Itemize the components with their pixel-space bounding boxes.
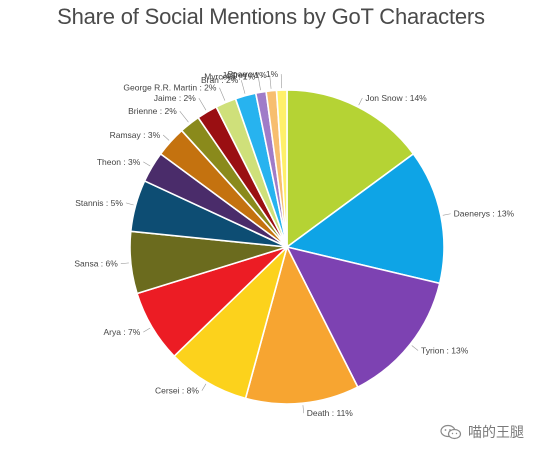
label-leader-line [198,97,207,111]
watermark: 喵的王腿 [440,422,524,442]
label-leader-line [143,327,151,333]
slice-label: Ramsay : 3% [110,130,161,140]
wechat-icon [440,424,462,440]
slice-label: Bran : 2% [201,75,239,85]
slice-label: Brienne : 2% [128,106,177,116]
slice-label: Arya : 7% [103,327,140,337]
slice-label: Stannis : 5% [75,198,123,208]
label-leader-line [257,76,261,91]
label-leader-line [241,80,246,94]
label-leader-line [143,161,151,167]
watermark-text: 喵的王腿 [468,425,524,441]
label-leader-line [120,262,129,265]
slice-label: Sansa : 6% [74,259,118,269]
slice-label: Cersei : 8% [155,386,199,396]
slice-label: Daenerys : 13% [454,209,515,219]
label-leader-line [125,202,134,206]
pie-slice-jon-snow [286,89,415,249]
slice-label: Joffrey : 1% [222,70,267,80]
slice-label: Jon Snow : 14% [365,93,427,103]
slice-label: Myrcella : 1% [204,71,255,81]
pie-slice-tyrion [285,245,441,389]
label-leader-line [219,87,226,101]
slice-label: Sparrow : 1% [227,69,278,79]
pie-slice-daenerys [285,152,445,285]
slice-label: Tyrion : 13% [421,345,469,355]
pie-slice-sparrow [275,89,288,248]
label-leader-line [302,405,305,414]
pie-slice-death [244,244,359,405]
label-leader-line [358,97,363,106]
label-leaders [120,74,451,414]
slice-label: Jaime : 2% [154,93,196,103]
label-leader-line [179,111,189,123]
slice-labels: Jon Snow : 14% Daenerys : 13% Tyrion : 13%… [74,69,514,418]
label-leader-line [442,213,451,216]
pie-slice-cersei [173,244,289,400]
pie-slices [129,89,445,405]
label-leader-line [269,74,272,89]
slice-label: Death : 11% [307,408,354,418]
chart-title: Share of Social Mentions by GoT Characte… [57,4,485,29]
label-leader-line [411,345,419,351]
label-leader-line [162,134,170,141]
slice-label: George R.R. Martin : 2% [123,83,217,93]
label-leader-line [201,383,207,391]
slice-label: Theon : 3% [97,157,141,167]
